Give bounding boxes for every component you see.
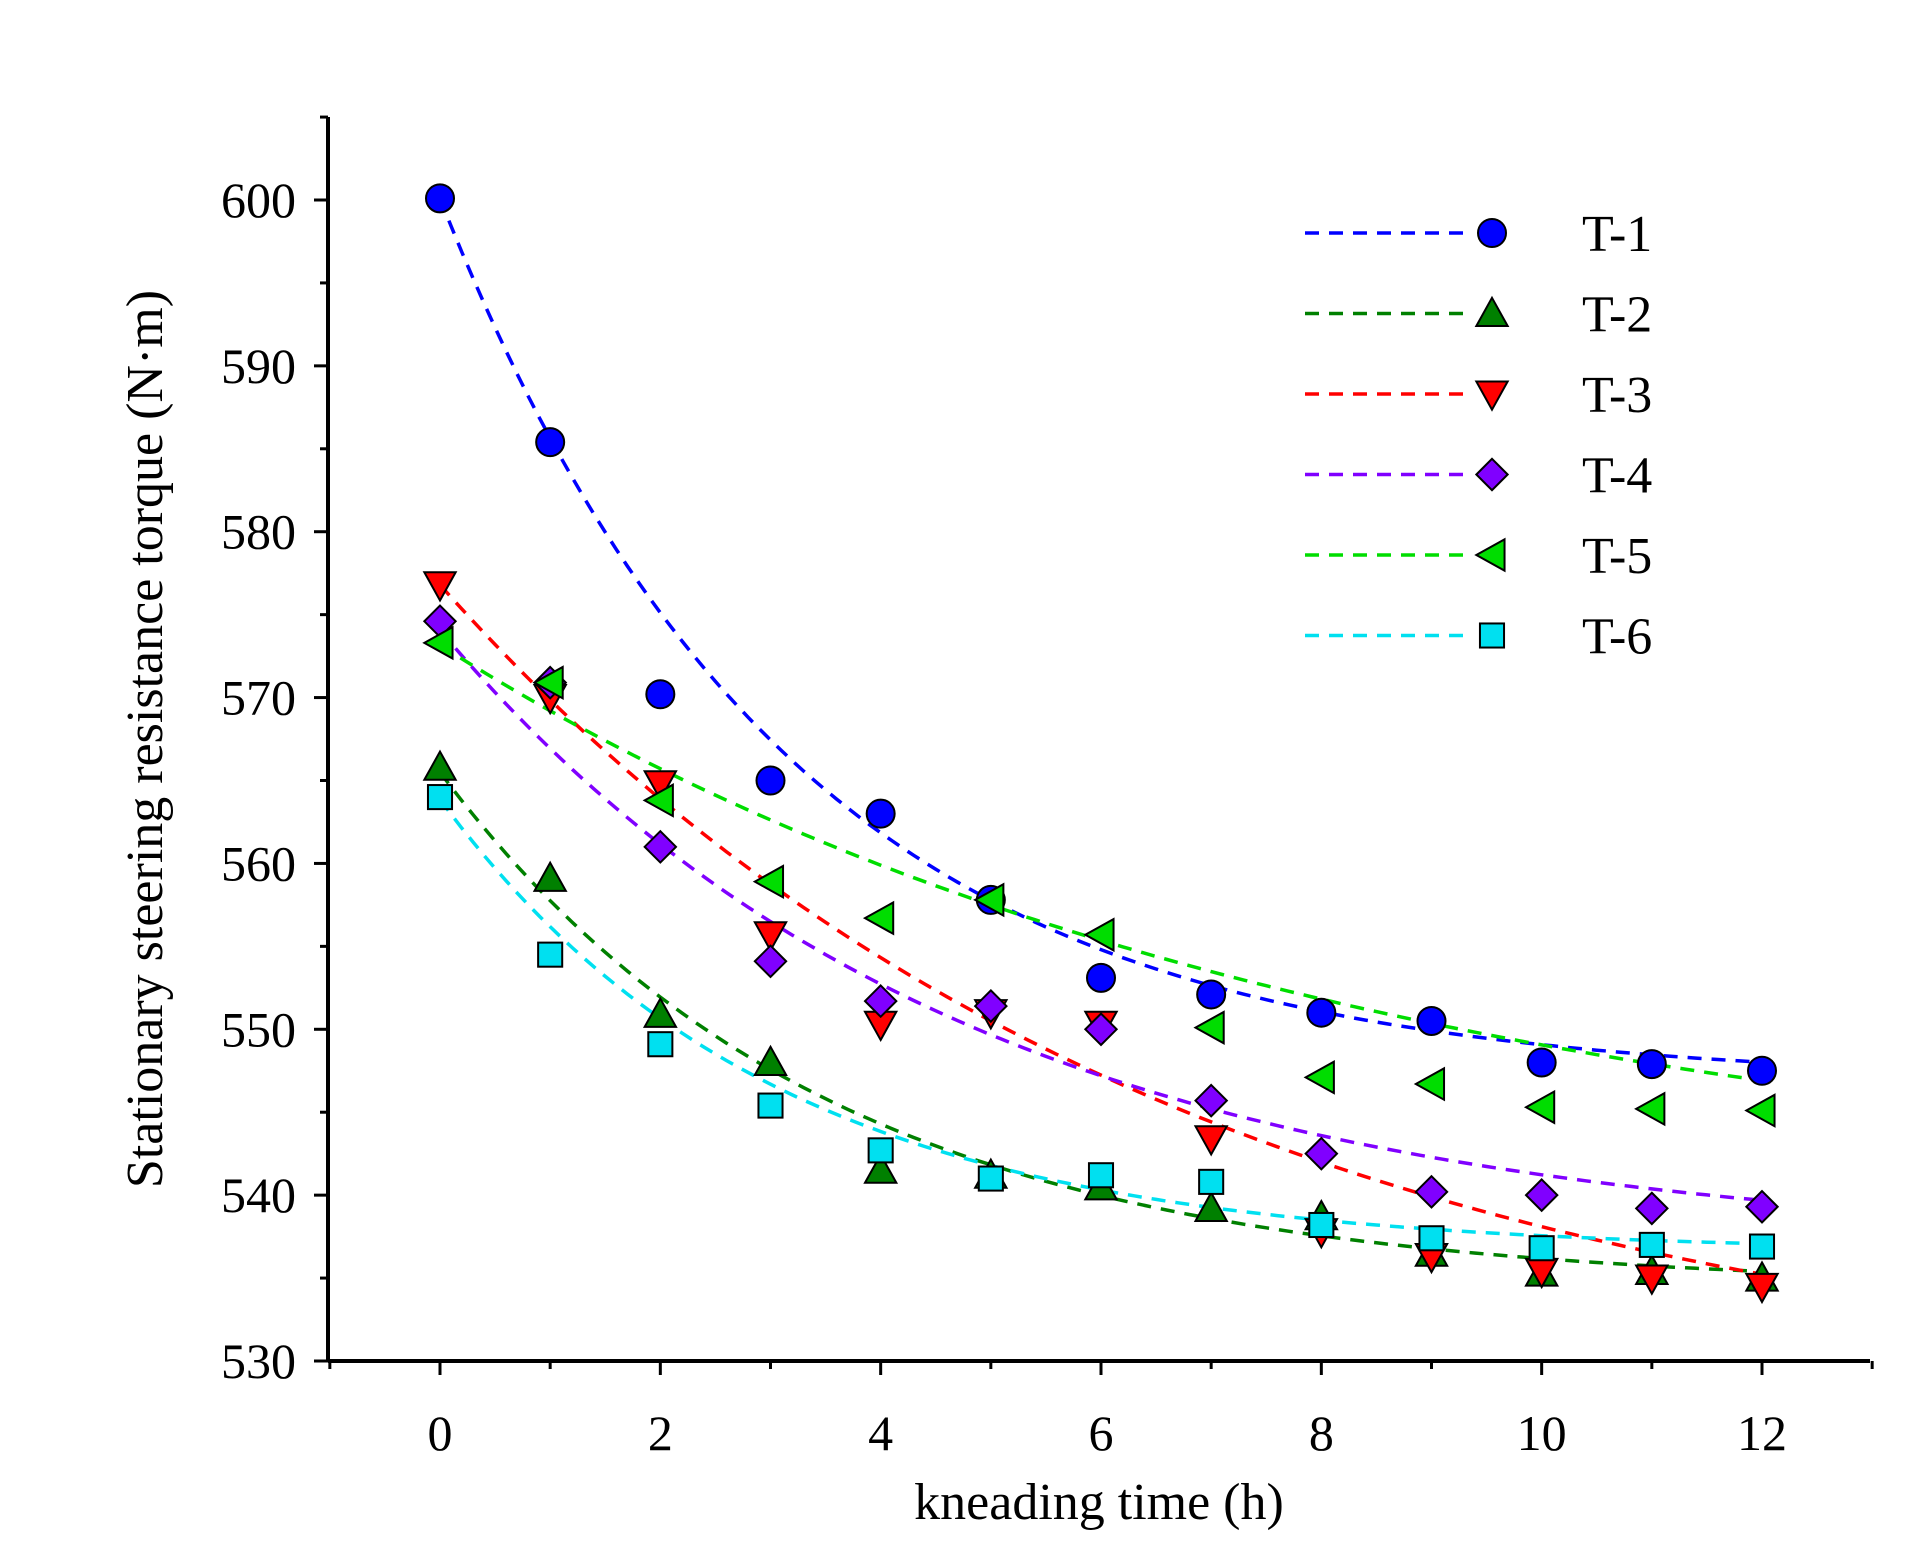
data-point-t-6 bbox=[1418, 1225, 1445, 1252]
data-point-t-5 bbox=[1744, 1093, 1776, 1128]
data-point-t-5 bbox=[1523, 1089, 1556, 1125]
data-point-t-1 bbox=[1416, 1005, 1447, 1036]
data-point-t-4 bbox=[643, 829, 678, 864]
data-point-t-6 bbox=[1087, 1162, 1115, 1189]
y-tick-label: 600 bbox=[221, 172, 296, 228]
data-point-t-1 bbox=[755, 765, 786, 796]
data-point-t-1 bbox=[535, 427, 566, 458]
data-point-t-3 bbox=[1634, 1264, 1670, 1296]
y-tick-label: 580 bbox=[221, 504, 296, 560]
data-point-t-6 bbox=[647, 1031, 674, 1058]
x-tick-label: 10 bbox=[1517, 1405, 1567, 1461]
data-point-t-5 bbox=[422, 625, 454, 661]
data-point-t-1 bbox=[865, 798, 896, 829]
legend-label-t-2: T-2 bbox=[1582, 287, 1652, 344]
x-tick-label: 6 bbox=[1089, 1405, 1114, 1461]
data-point-t-5 bbox=[752, 864, 785, 900]
data-point-t-6 bbox=[1528, 1235, 1555, 1262]
y-tick-label: 540 bbox=[221, 1167, 296, 1223]
data-point-t-1 bbox=[1636, 1049, 1667, 1080]
data-point-t-2 bbox=[532, 860, 568, 892]
data-point-t-6 bbox=[1308, 1211, 1335, 1239]
data-point-t-4 bbox=[1194, 1083, 1229, 1118]
data-point-t-2 bbox=[863, 1152, 899, 1184]
data-point-t-3 bbox=[1193, 1125, 1229, 1157]
data-point-t-5 bbox=[1083, 917, 1115, 953]
data-point-t-6 bbox=[537, 941, 564, 968]
data-point-t-6 bbox=[1638, 1231, 1665, 1258]
y-tick-label: 560 bbox=[221, 835, 296, 891]
data-point-t-5 bbox=[862, 900, 895, 936]
data-point-t-2 bbox=[753, 1044, 788, 1077]
data-point-t-4 bbox=[863, 983, 898, 1019]
data-point-t-4 bbox=[1304, 1136, 1339, 1171]
data-point-t-6 bbox=[426, 784, 454, 811]
data-point-t-6 bbox=[757, 1092, 784, 1119]
legend-marker-t-1 bbox=[1477, 218, 1507, 248]
legend-marker-t-6 bbox=[1478, 622, 1506, 649]
data-point-t-1 bbox=[645, 679, 676, 710]
data-point-t-5 bbox=[1413, 1066, 1446, 1102]
data-point-t-5 bbox=[1193, 1010, 1225, 1046]
data-point-t-1 bbox=[1196, 979, 1227, 1010]
legend-marker-t-4 bbox=[1474, 457, 1510, 492]
y-tick-label: 550 bbox=[221, 1001, 296, 1057]
data-point-t-5 bbox=[1303, 1060, 1335, 1095]
data-point-t-4 bbox=[1744, 1189, 1780, 1224]
ticks: 0 2 4 6 8 10 12 530 540 550 560 570 580 590 600 bbox=[221, 115, 1874, 1461]
legend: T-1 T-2 T-3 T-4 T-5 T-6 bbox=[1305, 206, 1652, 666]
y-tick-label: 530 bbox=[221, 1333, 296, 1389]
y-axis-title: Stationary steering resistance torque (N… bbox=[117, 290, 174, 1188]
x-tick-label: 12 bbox=[1737, 1405, 1787, 1461]
data-point-t-1 bbox=[1747, 1055, 1777, 1086]
data-point-t-3 bbox=[642, 770, 678, 802]
data-point-t-1 bbox=[1306, 997, 1337, 1028]
data-point-t-4 bbox=[1083, 1012, 1119, 1047]
data-point-t-3 bbox=[753, 921, 788, 953]
data-point-t-4 bbox=[1524, 1178, 1559, 1213]
fit-line-t-3 bbox=[438, 583, 1763, 1277]
x-tick-label: 4 bbox=[868, 1405, 893, 1461]
data-point-t-2 bbox=[642, 996, 678, 1028]
data-point-t-2 bbox=[1193, 1190, 1229, 1222]
data-point-t-4 bbox=[1414, 1174, 1449, 1209]
axes bbox=[326, 117, 1870, 1363]
y-tick-label: 590 bbox=[221, 338, 296, 394]
legend-label-t-5: T-5 bbox=[1582, 528, 1652, 585]
data-point-t-3 bbox=[422, 571, 458, 603]
data-point-t-1 bbox=[1526, 1047, 1557, 1078]
data-point-t-5 bbox=[1634, 1091, 1666, 1127]
x-tick-label: 0 bbox=[428, 1405, 453, 1461]
data-point-t-2 bbox=[422, 749, 458, 781]
legend-label-t-1: T-1 bbox=[1582, 206, 1652, 263]
data-point-t-1 bbox=[1086, 962, 1116, 993]
y-tick-label: 570 bbox=[221, 670, 296, 726]
data-point-t-6 bbox=[1198, 1168, 1225, 1195]
x-axis-title: kneading time (h) bbox=[914, 1474, 1284, 1531]
data-point-t-5 bbox=[532, 665, 564, 701]
fit-line-t-4 bbox=[438, 628, 1763, 1203]
data-point-t-6 bbox=[867, 1137, 894, 1164]
legend-label-t-3: T-3 bbox=[1582, 367, 1652, 424]
legend-marker-t-5 bbox=[1474, 537, 1506, 573]
data-point-t-6 bbox=[977, 1165, 1004, 1192]
data-point-t-1 bbox=[425, 183, 455, 214]
data-point-t-3 bbox=[1744, 1272, 1780, 1305]
legend-label-t-6: T-6 bbox=[1582, 609, 1652, 666]
legend-label-t-4: T-4 bbox=[1582, 448, 1652, 505]
x-tick-label: 8 bbox=[1309, 1405, 1334, 1461]
legend-marker-t-3 bbox=[1474, 380, 1510, 412]
data-point-t-4 bbox=[753, 944, 788, 979]
fit-line-t-1 bbox=[438, 197, 1763, 1064]
data-point-t-5 bbox=[973, 882, 1005, 918]
data-point-t-4 bbox=[973, 988, 1008, 1024]
data-point-t-6 bbox=[1748, 1233, 1776, 1260]
legend-marker-t-2 bbox=[1474, 295, 1510, 328]
x-tick-label: 2 bbox=[648, 1405, 673, 1461]
data-point-t-4 bbox=[1634, 1191, 1669, 1226]
data-point-t-5 bbox=[642, 783, 674, 818]
data-points bbox=[422, 183, 1780, 1305]
